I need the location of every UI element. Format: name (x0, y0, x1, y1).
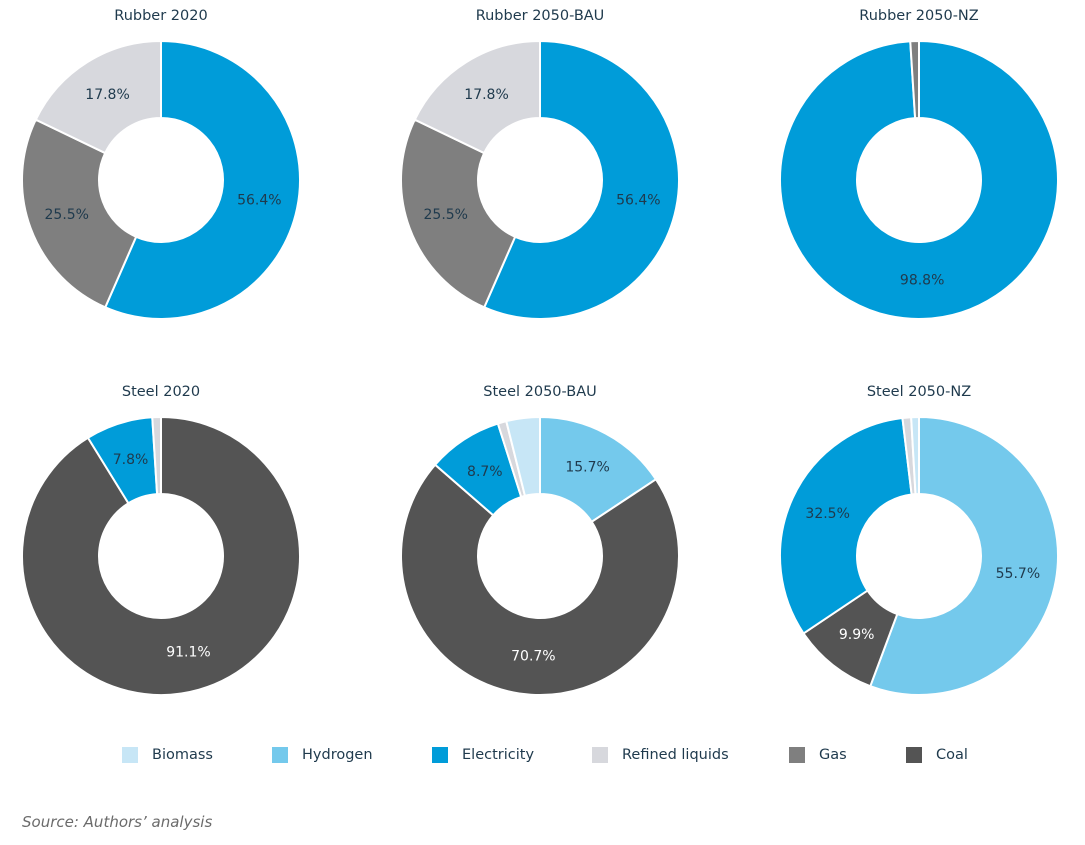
donut-slice-biomass (505, 415, 541, 498)
legend-item-coal: Coal (906, 742, 968, 768)
data-label: 55.7% (996, 566, 1040, 582)
legend-label: Electricity (462, 747, 535, 763)
donut-slice-electricity (482, 39, 680, 320)
chart-title: Rubber 2050-NZ (859, 8, 978, 24)
data-label: 56.4% (237, 193, 281, 209)
data-label: 25.5% (45, 207, 89, 223)
donut-slice-coal (400, 463, 680, 696)
donut-chart: Steel 2020 91.1% 7.8% (21, 384, 301, 696)
chart-title: Steel 2050-BAU (483, 384, 596, 400)
data-label: 9.9% (839, 627, 875, 643)
legend-item-hydrogen: Hydrogen (272, 742, 373, 768)
donut-slice-gas (909, 39, 920, 120)
legend-item-electricity: Electricity (432, 742, 534, 768)
legend-swatch-gas (789, 747, 805, 763)
legend-swatch-refined-liquids (592, 747, 608, 763)
donut-slice-electricity (779, 39, 1059, 320)
legend-label: Gas (819, 747, 847, 763)
data-label: 32.5% (805, 506, 849, 522)
legend-label: Coal (936, 747, 968, 763)
data-label: 17.8% (464, 87, 508, 103)
chart-title: Steel 2050-NZ (867, 384, 971, 400)
chart-title: Rubber 2050-BAU (476, 8, 605, 24)
donut-slice-refined-liquids (34, 39, 162, 155)
donut-slice-electricity (103, 39, 301, 320)
legend-swatch-hydrogen (272, 747, 288, 763)
data-label: 17.8% (85, 87, 129, 103)
donut-chart: Rubber 2050-BAU 56.4% 25.5% 17.8% (400, 8, 680, 320)
donut-slice-gas (21, 118, 138, 309)
donut-slice-biomass (910, 415, 920, 496)
data-label: 56.4% (616, 193, 660, 209)
legend-swatch-biomass (122, 747, 138, 763)
legend-label: Hydrogen (302, 747, 373, 763)
donut-chart: Steel 2050-BAU 15.7% 70.7% 8.7% (400, 384, 680, 696)
source-note: Source: Authors’ analysis (22, 813, 213, 831)
legend-item-refined-liquids: Refined liquids (592, 742, 729, 768)
data-label: 25.5% (424, 207, 468, 223)
legend-item-biomass: Biomass (122, 742, 213, 768)
donut-chart: Steel 2050-NZ 55.7% 9.9% 32.5% (779, 384, 1059, 696)
data-label: 70.7% (511, 648, 555, 664)
data-label: 91.1% (166, 645, 210, 661)
chart-title: Rubber 2020 (114, 8, 207, 24)
legend-swatch-coal (906, 747, 922, 763)
donut-slice-coal (21, 415, 301, 696)
data-label: 15.7% (565, 459, 609, 475)
legend-label: Refined liquids (622, 747, 729, 763)
donut-slice-refined-liquids (151, 415, 162, 496)
donut-slice-hydrogen (868, 415, 1059, 696)
donut-slice-electricity (779, 416, 913, 635)
donut-chart: Rubber 2020 56.4% 25.5% 17.8% (21, 8, 301, 320)
legend: Biomass Hydrogen Electricity Refined liq… (0, 742, 1085, 768)
legend-item-gas: Gas (789, 742, 847, 768)
donut-slice-gas (400, 118, 517, 309)
legend-swatch-electricity (432, 747, 448, 763)
legend-label: Biomass (152, 747, 213, 763)
data-label: 8.7% (467, 464, 503, 480)
data-label: 98.8% (900, 272, 944, 288)
donut-slice-refined-liquids (413, 39, 541, 155)
chart-title: Steel 2020 (122, 384, 200, 400)
data-label: 7.8% (113, 452, 149, 468)
donut-chart: Rubber 2050-NZ 98.8% (779, 8, 1059, 320)
